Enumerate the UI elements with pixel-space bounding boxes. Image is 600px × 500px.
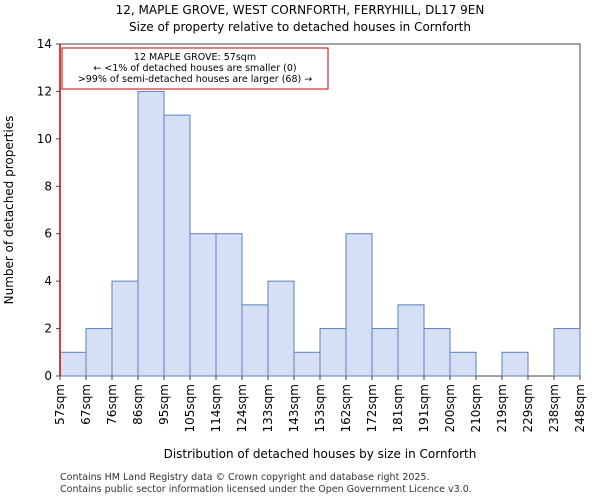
x-tick-label: 248sqm (573, 384, 587, 432)
y-tick-label: 10 (37, 132, 52, 146)
x-tick-label: 105sqm (183, 384, 197, 432)
bar-143sqm (293, 351, 321, 377)
y-tick-label: 6 (44, 227, 52, 241)
bar-114sqm (215, 233, 243, 377)
y-tick-label: 2 (44, 322, 52, 336)
annotation-line2: ← <1% of detached houses are smaller (0) (93, 63, 296, 74)
x-tick-label: 229sqm (521, 384, 535, 432)
bar-76sqm (111, 280, 139, 377)
bar-124sqm (241, 304, 269, 377)
x-tick-label: 219sqm (495, 384, 509, 432)
x-tick-label: 172sqm (365, 384, 379, 432)
x-tick-label: 238sqm (547, 384, 561, 432)
x-tick-label: 95sqm (157, 384, 171, 425)
y-tick-label: 4 (44, 274, 52, 288)
x-tick-label: 86sqm (131, 384, 145, 425)
bar-172sqm (371, 328, 399, 377)
annotation-frame (61, 47, 329, 90)
footer-line1: Contains HM Land Registry data © Crown c… (60, 472, 430, 483)
x-tick-label: 133sqm (261, 384, 275, 432)
bar-86sqm (137, 90, 165, 377)
x-tick-label: 210sqm (469, 384, 483, 432)
bar-57sqm (59, 351, 87, 377)
bar-191sqm (423, 328, 451, 377)
bar-67sqm (85, 328, 113, 377)
bar-238sqm (553, 328, 581, 377)
x-tick-label: 200sqm (443, 384, 457, 432)
bar-153sqm (319, 328, 347, 377)
y-axis-label: Number of detached properties (2, 116, 16, 305)
x-axis-ticks: 57sqm 67sqm 76sqm 86sqm 95sqm 105sqm 114sqm 124… (53, 376, 587, 432)
x-axis-label: Distribution of detached houses by size … (164, 447, 477, 461)
x-tick-label: 181sqm (391, 384, 405, 432)
annotation-box: 12 MAPLE GROVE: 57sqm ← <1% of detached … (61, 47, 329, 90)
bar-162sqm (345, 233, 373, 377)
annotation-line1: 12 MAPLE GROVE: 57sqm (134, 52, 256, 63)
x-tick-label: 67sqm (79, 384, 93, 425)
y-axis-ticks: 0 2 4 6 8 10 12 14 (37, 37, 60, 383)
x-tick-label: 57sqm (53, 384, 67, 425)
bar-95sqm (163, 114, 191, 377)
chart-title-line1: 12, MAPLE GROVE, WEST CORNFORTH, FERRYHI… (116, 3, 485, 17)
x-tick-label: 153sqm (313, 384, 327, 432)
x-tick-label: 191sqm (417, 384, 431, 432)
chart-title-line2: Size of property relative to detached ho… (129, 20, 471, 34)
bar-219sqm (501, 351, 529, 377)
plot-area: 0 2 4 6 8 10 12 14 57sqm 67sqm 76sqm 86sqm 95sqm 105… (37, 37, 587, 432)
x-tick-label: 162sqm (339, 384, 353, 432)
bar-133sqm (267, 280, 295, 377)
y-tick-label: 14 (37, 37, 52, 51)
annotation-line3: >99% of semi-detached houses are larger … (78, 74, 312, 85)
x-tick-label: 76sqm (105, 384, 119, 425)
footer-line2: Contains public sector information licen… (60, 484, 472, 495)
bars-group (59, 90, 581, 377)
bar-181sqm (397, 304, 425, 377)
bar-200sqm (449, 351, 477, 377)
y-tick-label: 8 (44, 179, 52, 193)
bar-105sqm (189, 233, 217, 377)
y-tick-label: 12 (37, 84, 52, 98)
x-tick-label: 114sqm (209, 384, 223, 432)
x-tick-label: 143sqm (287, 384, 301, 432)
x-tick-label: 124sqm (235, 384, 249, 432)
y-tick-label: 0 (44, 369, 52, 383)
